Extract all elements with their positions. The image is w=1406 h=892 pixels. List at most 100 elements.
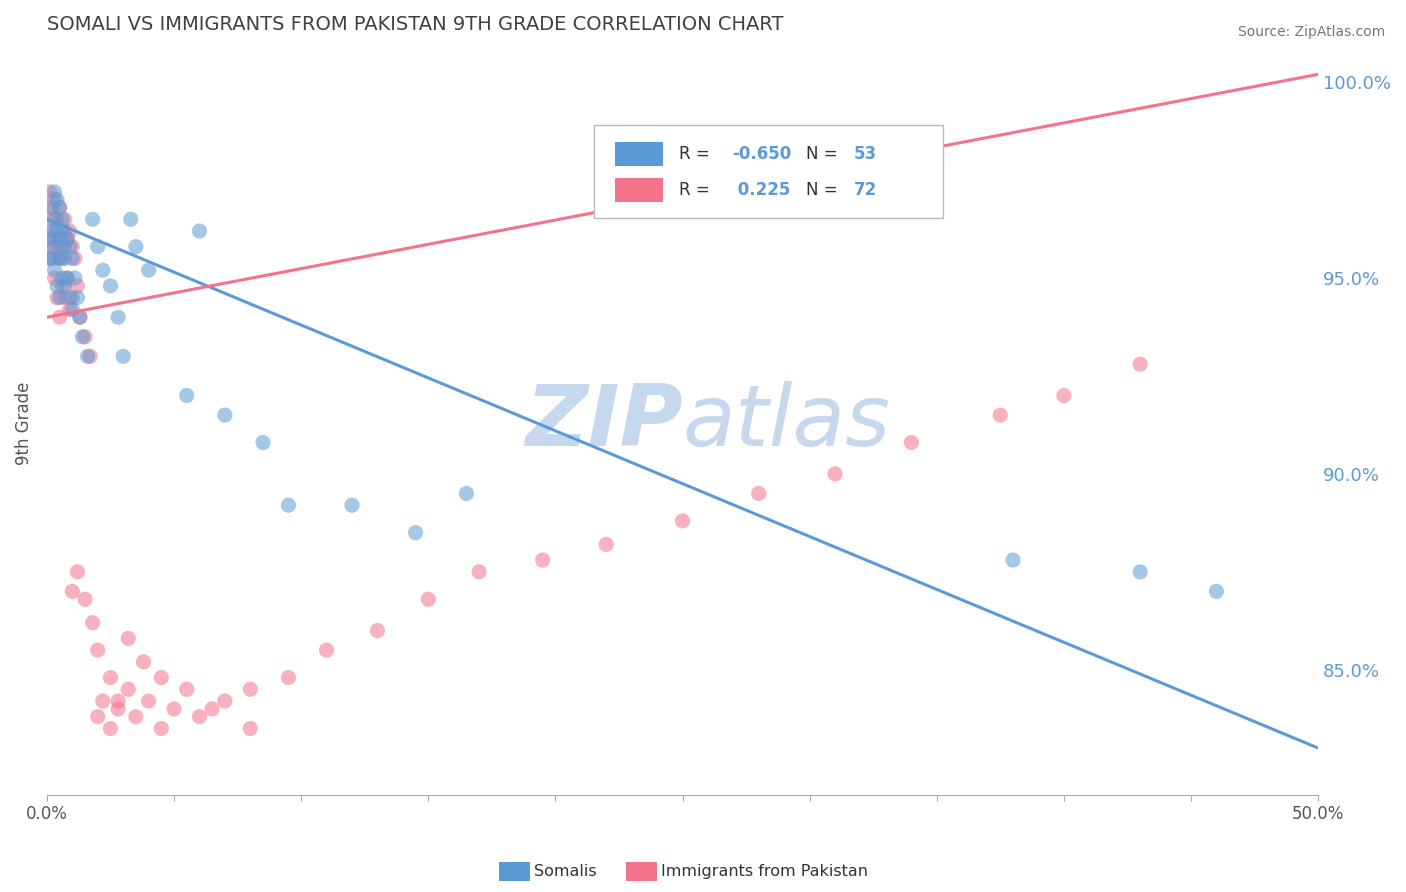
Text: Somalis: Somalis: [534, 864, 598, 879]
Point: [748, 486, 770, 500]
Point: [87, 643, 110, 657]
Point: [59, 302, 82, 317]
Point: [1129, 357, 1152, 371]
Point: [112, 350, 135, 364]
Point: [44, 193, 66, 207]
Point: [468, 565, 491, 579]
Text: R =: R =: [679, 145, 714, 163]
Point: [44, 224, 66, 238]
Point: [150, 722, 173, 736]
Point: [56, 232, 79, 246]
Point: [117, 632, 139, 646]
Point: [100, 671, 122, 685]
Text: 0.225: 0.225: [733, 181, 790, 199]
Point: [63, 271, 86, 285]
Point: [59, 291, 82, 305]
Text: 72: 72: [853, 181, 877, 199]
Point: [48, 291, 70, 305]
Point: [48, 232, 70, 246]
Text: N =: N =: [806, 181, 842, 199]
Point: [66, 291, 89, 305]
Point: [48, 232, 70, 246]
Point: [41, 252, 63, 266]
Point: [56, 271, 79, 285]
Point: [366, 624, 388, 638]
Point: [44, 263, 66, 277]
Point: [60, 252, 83, 266]
Point: [41, 224, 63, 238]
Point: [595, 537, 617, 551]
Text: R =: R =: [679, 181, 714, 199]
Point: [239, 682, 262, 697]
Point: [60, 302, 83, 317]
Point: [44, 240, 66, 254]
Point: [138, 694, 160, 708]
Point: [340, 498, 363, 512]
Point: [59, 240, 82, 254]
Point: [66, 565, 89, 579]
Point: [56, 271, 79, 285]
Point: [315, 643, 337, 657]
Point: [76, 350, 98, 364]
Point: [69, 310, 91, 325]
Point: [63, 252, 86, 266]
Bar: [616, 178, 664, 202]
Point: [41, 201, 63, 215]
Text: SOMALI VS IMMIGRANTS FROM PAKISTAN 9TH GRADE CORRELATION CHART: SOMALI VS IMMIGRANTS FROM PAKISTAN 9TH G…: [46, 15, 783, 34]
Point: [46, 193, 69, 207]
Point: [38, 232, 60, 246]
Point: [531, 553, 554, 567]
Point: [150, 671, 173, 685]
Point: [44, 212, 66, 227]
Point: [671, 514, 693, 528]
Point: [900, 435, 922, 450]
Y-axis label: 9th Grade: 9th Grade: [15, 381, 32, 465]
Point: [46, 224, 69, 238]
Point: [46, 240, 69, 254]
Point: [59, 224, 82, 238]
Point: [214, 408, 236, 422]
Point: [53, 240, 76, 254]
Point: [51, 224, 73, 238]
Point: [46, 212, 69, 227]
Point: [117, 682, 139, 697]
Point: [53, 224, 76, 238]
Point: [87, 710, 110, 724]
Point: [138, 263, 160, 277]
Point: [53, 212, 76, 227]
Text: ZIP: ZIP: [524, 382, 682, 465]
Point: [48, 252, 70, 266]
Point: [100, 722, 122, 736]
Point: [51, 252, 73, 266]
Point: [60, 240, 83, 254]
Point: [1053, 388, 1076, 402]
Point: [125, 240, 148, 254]
Point: [53, 252, 76, 266]
Text: -0.650: -0.650: [733, 145, 792, 163]
Point: [252, 435, 274, 450]
Point: [44, 185, 66, 199]
Point: [41, 252, 63, 266]
Point: [239, 722, 262, 736]
Point: [60, 584, 83, 599]
Point: [38, 240, 60, 254]
Point: [73, 330, 96, 344]
Point: [418, 592, 440, 607]
Point: [176, 388, 198, 402]
Point: [51, 271, 73, 285]
Point: [277, 671, 299, 685]
Point: [79, 350, 101, 364]
Point: [73, 592, 96, 607]
Bar: [616, 143, 664, 166]
Point: [38, 185, 60, 199]
Point: [163, 702, 186, 716]
Point: [277, 498, 299, 512]
Point: [214, 694, 236, 708]
Point: [72, 330, 94, 344]
Point: [41, 201, 63, 215]
Point: [1002, 553, 1025, 567]
Point: [87, 240, 110, 254]
Point: [66, 278, 89, 293]
Point: [107, 694, 129, 708]
Point: [456, 486, 478, 500]
